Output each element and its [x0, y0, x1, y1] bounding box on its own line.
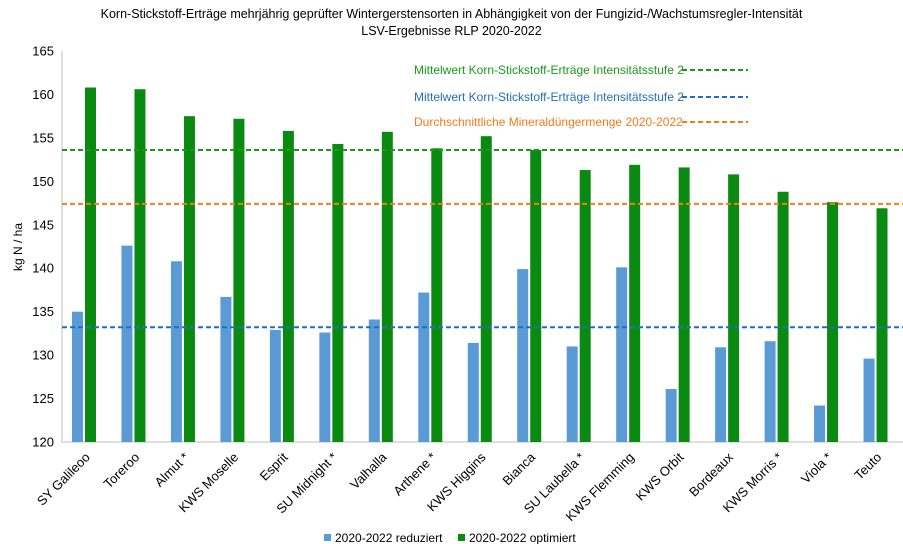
bar-optimiert: [431, 148, 443, 442]
reference-line-label: Durchschnittliche Mineraldüngermenge 202…: [414, 115, 683, 129]
bar-reduziert: [269, 329, 281, 442]
y-tick-label: 150: [32, 174, 54, 189]
x-tick-label: Bordeaux: [686, 449, 736, 499]
bar-optimiert: [728, 174, 740, 443]
y-tick-label: 125: [32, 391, 54, 406]
bar-reduziert: [319, 332, 331, 442]
y-axis-label: kg N / ha: [11, 223, 25, 271]
x-tick-label: Arthene *: [390, 450, 439, 499]
bar-reduziert: [814, 405, 826, 442]
bars: [72, 87, 888, 443]
x-tick-labels: SY Galileoo Toreroo Almut *KWS Moselle Espr…: [34, 449, 885, 524]
bar-optimiert: [282, 130, 294, 442]
bar-optimiert: [480, 136, 492, 442]
legend-swatch: [458, 534, 465, 541]
bar-reduziert: [72, 311, 83, 442]
legend-swatch: [324, 534, 331, 541]
x-tick-label: Valhalla: [347, 449, 390, 492]
bar-optimiert: [827, 202, 839, 442]
bar-reduziert: [467, 342, 479, 442]
y-tick-label: 135: [32, 304, 54, 319]
bar-optimiert: [183, 116, 195, 443]
reference-lines: Mittelwert Korn-Stickstoff-Erträge Inten…: [62, 63, 903, 329]
bar-optimiert: [876, 208, 888, 442]
legend-label: 2020-2022 reduziert: [335, 531, 443, 544]
reference-line-label: Mittelwert Korn-Stickstoff-Erträge Inten…: [414, 63, 684, 77]
bar-reduziert: [566, 346, 578, 442]
bar-optimiert: [777, 191, 789, 442]
x-tick-label: KWS Orbit: [632, 449, 686, 503]
bar-optimiert: [233, 118, 245, 443]
y-tick-label: 155: [32, 130, 54, 145]
reference-line-label: Mittelwert Korn-Stickstoff-Erträge Inten…: [414, 90, 684, 104]
x-tick-label: Viola *: [798, 450, 835, 487]
y-tick-label: 130: [32, 348, 54, 363]
y-tick-label: 145: [32, 217, 54, 232]
bar-optimiert: [381, 131, 393, 442]
bar-reduziert: [368, 319, 380, 442]
bar-optimiert: [85, 87, 96, 442]
y-tick-label: 120: [32, 435, 54, 450]
chart-title: Korn-Stickstoff-Erträge mehrjährig geprü…: [100, 7, 803, 21]
x-tick-label: Teuto: [851, 450, 884, 483]
x-tick-label: Almut *: [152, 450, 192, 490]
y-tick-label: 165: [32, 44, 54, 59]
legend: 2020-2022 reduziert 2020-2022 optimiert: [324, 531, 576, 544]
bar-reduziert: [220, 296, 232, 442]
bar-optimiert: [332, 143, 344, 442]
bar-reduziert: [715, 347, 727, 442]
y-tick-label: 140: [32, 261, 54, 276]
y-tick-label: 160: [32, 87, 54, 102]
legend-label: 2020-2022 optimiert: [469, 531, 576, 544]
bar-optimiert: [629, 164, 641, 442]
y-tick-labels: 120 125 130 135 140 145 150 155 160 165: [32, 44, 54, 450]
bar-reduziert: [665, 388, 677, 442]
bar-reduziert: [121, 245, 133, 442]
bar-reduziert: [764, 341, 776, 442]
x-tick-label: Bianca: [499, 449, 538, 488]
bar-optimiert: [134, 89, 146, 442]
bar-reduziert: [863, 358, 875, 442]
x-tick-label: Esprit: [257, 449, 291, 483]
bar-reduziert: [418, 292, 430, 442]
bar-optimiert: [678, 167, 690, 443]
x-tick-label: SY Galileoo: [34, 450, 93, 509]
bar-optimiert: [530, 150, 542, 442]
chart-subtitle: LSV-Ergebnisse RLP 2020-2022: [361, 24, 542, 38]
x-tick-label: Toreroo: [101, 450, 143, 492]
bar-reduziert: [517, 269, 529, 442]
bar-reduziert: [170, 261, 182, 442]
bar-reduziert: [616, 267, 628, 442]
bar-optimiert: [579, 170, 591, 442]
